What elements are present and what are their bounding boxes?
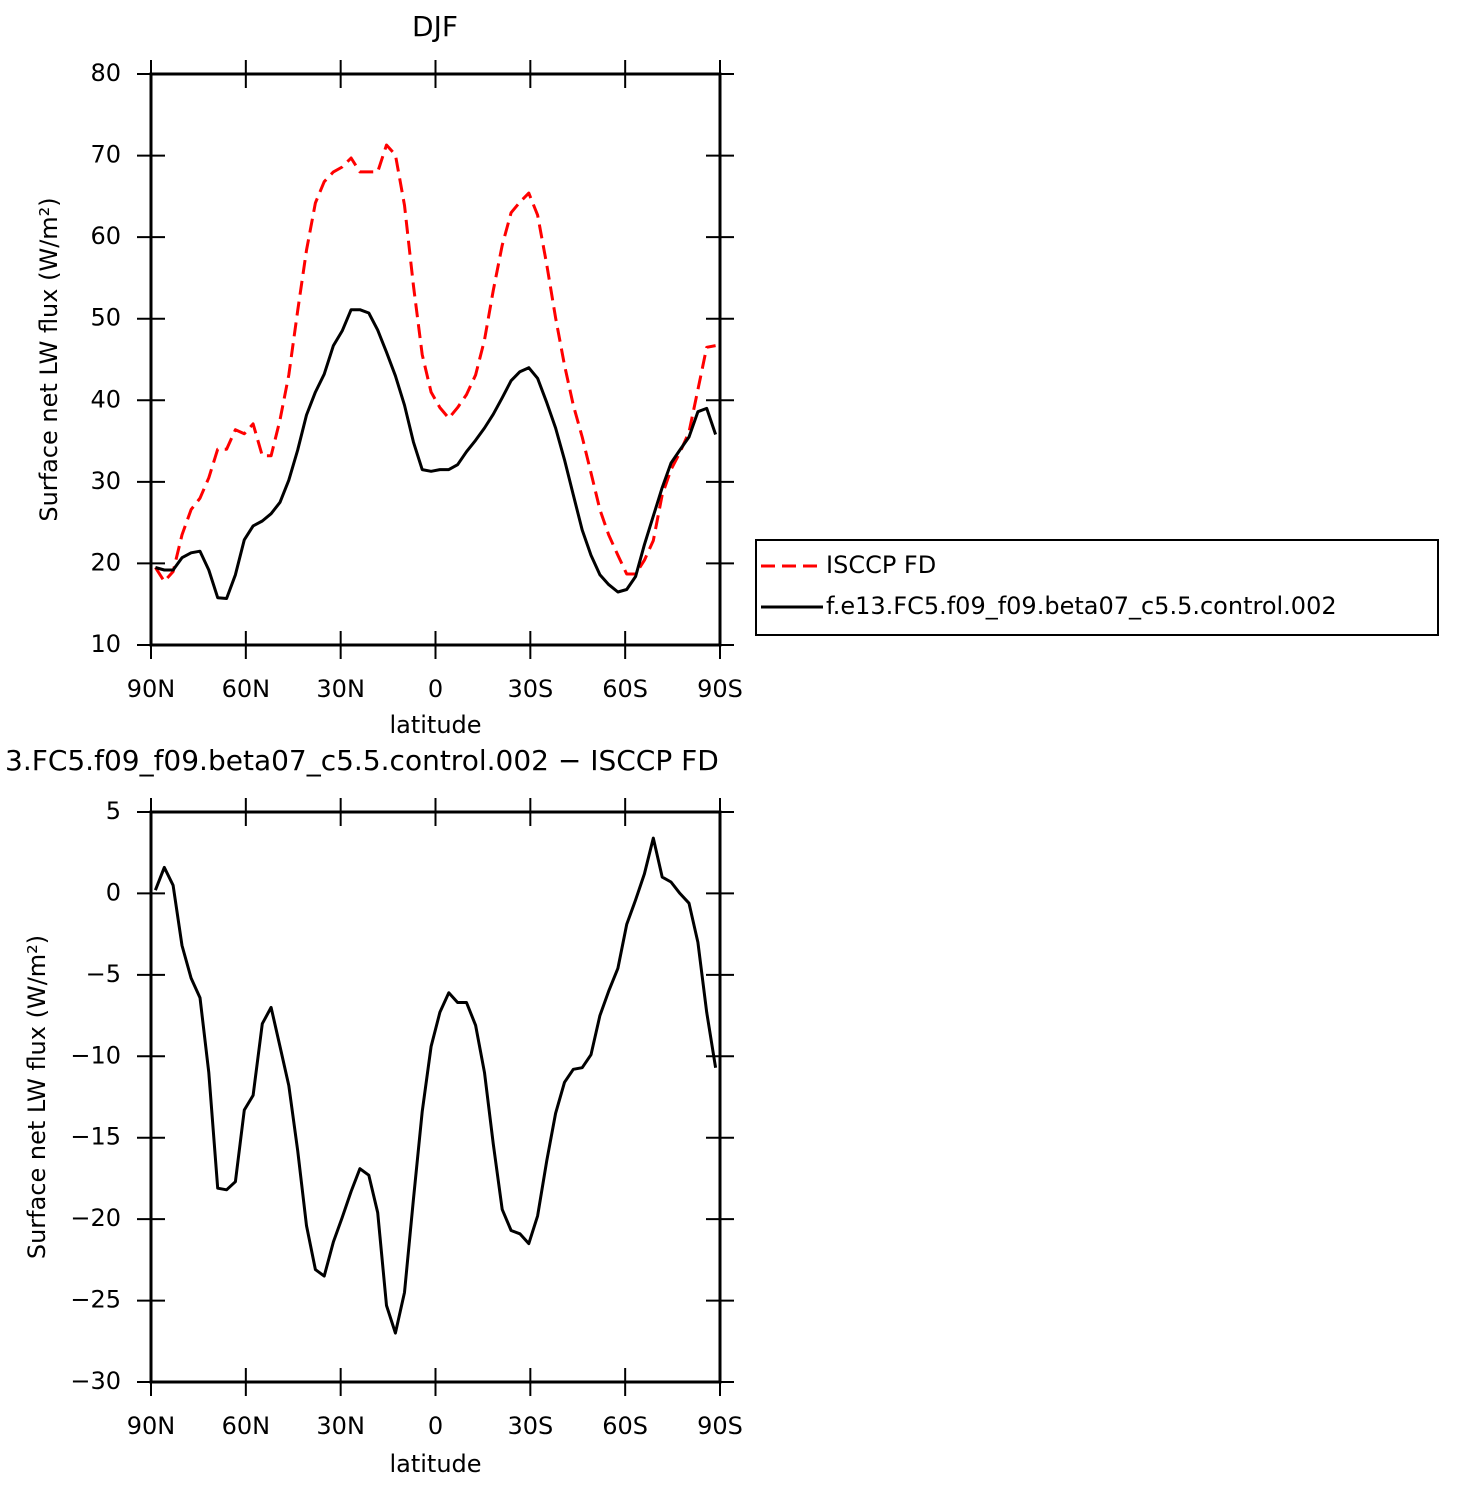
x-tick-label: 60S bbox=[602, 675, 648, 703]
y-tick-label: 10 bbox=[90, 630, 121, 658]
legend-label: f.e13.FC5.f09_f09.beta07_c5.5.control.00… bbox=[826, 592, 1337, 620]
x-axis-label: latitude bbox=[389, 1450, 481, 1478]
y-tick-label: 80 bbox=[90, 59, 121, 87]
x-tick-label: 30S bbox=[507, 1412, 553, 1440]
plot-frame bbox=[149, 72, 722, 647]
y-axis-label: Surface net LW flux (W/m²) bbox=[23, 935, 51, 1259]
legend-label: ISCCP FD bbox=[826, 551, 936, 579]
y-tick-label: −20 bbox=[70, 1204, 121, 1232]
y-tick-label: −5 bbox=[86, 960, 121, 988]
y-tick-label: −15 bbox=[70, 1123, 121, 1151]
y-tick-label: 70 bbox=[90, 141, 121, 169]
x-tick-label: 90S bbox=[697, 1412, 743, 1440]
y-tick-label: 60 bbox=[90, 222, 121, 250]
x-tick-label: 60N bbox=[222, 675, 271, 703]
y-tick-label: 5 bbox=[106, 797, 121, 825]
y-tick-label: −30 bbox=[70, 1367, 121, 1395]
x-tick-label: 90N bbox=[127, 1412, 176, 1440]
y-tick-label: 30 bbox=[90, 467, 121, 495]
y-tick-label: 0 bbox=[106, 878, 121, 906]
y-tick-label: 50 bbox=[90, 304, 121, 332]
x-tick-label: 0 bbox=[428, 675, 443, 703]
y-tick-label: 20 bbox=[90, 548, 121, 576]
x-tick-label: 30N bbox=[316, 1412, 365, 1440]
x-tick-label: 30N bbox=[316, 675, 365, 703]
x-tick-label: 60S bbox=[602, 1412, 648, 1440]
x-tick-label: 0 bbox=[428, 1412, 443, 1440]
y-axis-label: Surface net LW flux (W/m²) bbox=[35, 197, 63, 521]
x-axis-label: latitude bbox=[389, 711, 481, 739]
legend-box bbox=[755, 539, 1439, 636]
data-line bbox=[154, 308, 718, 600]
plot-frame bbox=[149, 810, 722, 1384]
chart-title: DJF bbox=[412, 10, 458, 43]
data-line bbox=[154, 836, 718, 1335]
x-tick-label: 60N bbox=[222, 1412, 271, 1440]
chart-title: 3.FC5.f09_f09.beta07_c5.5.control.002 − … bbox=[5, 744, 719, 777]
y-tick-label: 40 bbox=[90, 385, 121, 413]
data-line bbox=[154, 143, 716, 583]
x-tick-label: 90N bbox=[127, 675, 176, 703]
x-tick-label: 90S bbox=[697, 675, 743, 703]
y-tick-label: −25 bbox=[70, 1286, 121, 1314]
y-tick-label: −10 bbox=[70, 1041, 121, 1069]
x-tick-label: 30S bbox=[507, 675, 553, 703]
